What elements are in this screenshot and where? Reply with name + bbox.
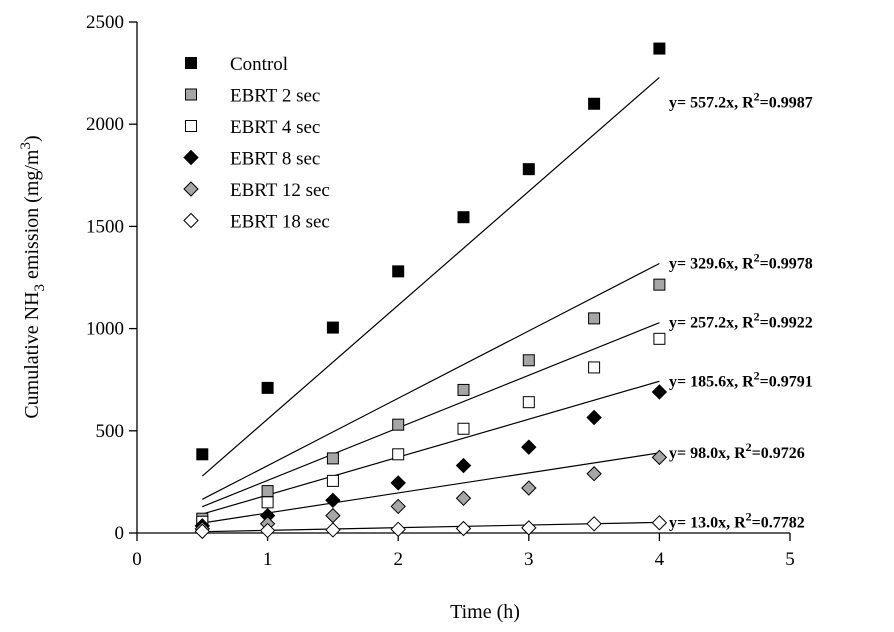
legend-label: EBRT 2 sec (230, 86, 320, 107)
data-point (653, 332, 666, 345)
data-points (194, 42, 668, 540)
data-point (521, 480, 537, 496)
data-point (390, 498, 406, 515)
x-axis-title: Time (h) (450, 601, 520, 623)
data-point (651, 384, 668, 400)
data-point (586, 466, 602, 482)
fit-line (201, 76, 660, 477)
equation-label: y= 557.2x, R2=0.9987 (669, 89, 813, 111)
data-point (325, 507, 341, 524)
data-point (651, 515, 668, 531)
y-tick-label: 2000 (86, 114, 124, 135)
x-tick-label: 1 (263, 549, 273, 570)
data-point (326, 452, 339, 465)
data-point (390, 521, 406, 538)
y-axis-title: Cumulative NH3 emission (mg/m3) (18, 135, 48, 418)
data-point (326, 474, 339, 487)
data-point (261, 381, 274, 394)
legend-label: EBRT 4 sec (230, 117, 320, 138)
equation-label: y= 185.6x, R2=0.9791 (669, 368, 813, 390)
data-point (588, 312, 601, 325)
data-point (588, 97, 601, 110)
y-axis-title-superscript: 3 (18, 142, 34, 150)
legend: Control EBRT 2 sec EBRT 4 sec EBRT 8 sec EBR… (183, 54, 330, 233)
y-tick-label: 2500 (86, 12, 124, 33)
equation-label: y= 98.0x, R2=0.9726 (669, 440, 805, 462)
legend-marker (185, 88, 197, 101)
data-point (392, 418, 405, 431)
data-point (651, 449, 668, 466)
y-tick-label: 500 (96, 421, 125, 442)
legend-label: EBRT 8 sec (230, 149, 320, 170)
fit-line (202, 452, 660, 524)
legend-marker (183, 181, 199, 197)
data-point (653, 42, 666, 55)
x-tick-label: 4 (655, 549, 665, 570)
data-point (457, 422, 470, 435)
data-point (522, 396, 535, 409)
x-ticks: 0 1 2 3 4 5 (132, 533, 795, 570)
data-point (392, 265, 405, 278)
data-point (586, 516, 602, 532)
data-point (261, 485, 274, 498)
legend-marker (183, 212, 199, 229)
y-axis-title-part: emission (mg/m (21, 149, 43, 284)
data-point (457, 211, 470, 224)
legend-label: Control (230, 54, 288, 75)
y-tick-label: 1000 (86, 319, 124, 340)
data-point (194, 523, 211, 540)
y-tick-label: 0 (115, 523, 125, 544)
data-point (259, 522, 276, 539)
data-point (325, 492, 341, 509)
data-point (522, 354, 535, 367)
y-axis-title-part: ) (21, 135, 43, 142)
data-point (521, 520, 537, 536)
data-point (261, 496, 274, 509)
legend-marker (183, 149, 199, 166)
data-point (521, 439, 537, 455)
data-point (325, 522, 341, 538)
data-point (455, 490, 472, 506)
fit-line (202, 521, 660, 533)
equation-annotations: y= 557.2x, R2=0.9987 y= 329.6x, R2=0.9978… (669, 89, 813, 531)
equation-label: y= 257.2x, R2=0.9922 (669, 310, 813, 332)
fit-lines (201, 76, 660, 533)
data-point (455, 520, 472, 537)
fit-line (202, 322, 660, 508)
x-tick-label: 0 (132, 549, 142, 570)
data-point (392, 448, 405, 461)
data-point (326, 321, 339, 334)
data-point (457, 383, 470, 396)
data-point (196, 448, 209, 461)
data-point (588, 361, 601, 374)
data-point (586, 409, 602, 426)
legend-marker (185, 57, 197, 69)
x-tick-label: 5 (785, 549, 795, 570)
equation-label: y= 13.0x, R2=0.7782 (669, 509, 805, 531)
y-tick-label: 1500 (86, 216, 124, 237)
fit-line (202, 380, 660, 515)
legend-marker (185, 120, 197, 132)
equation-label: y= 329.6x, R2=0.9978 (669, 251, 813, 273)
x-tick-label: 2 (393, 549, 403, 570)
legend-label: EBRT 12 sec (230, 180, 330, 201)
y-axis-title-subscript: 3 (32, 284, 48, 292)
data-point (455, 457, 472, 474)
x-tick-label: 3 (524, 549, 534, 570)
y-axis-title-part: Cumulative NH (21, 291, 43, 418)
data-point (390, 475, 406, 491)
data-point (653, 278, 666, 291)
legend-label: EBRT 18 sec (230, 212, 330, 233)
data-point (522, 163, 535, 176)
y-ticks: 0 500 1000 1500 2000 2500 (86, 12, 137, 544)
fit-line (202, 262, 660, 500)
